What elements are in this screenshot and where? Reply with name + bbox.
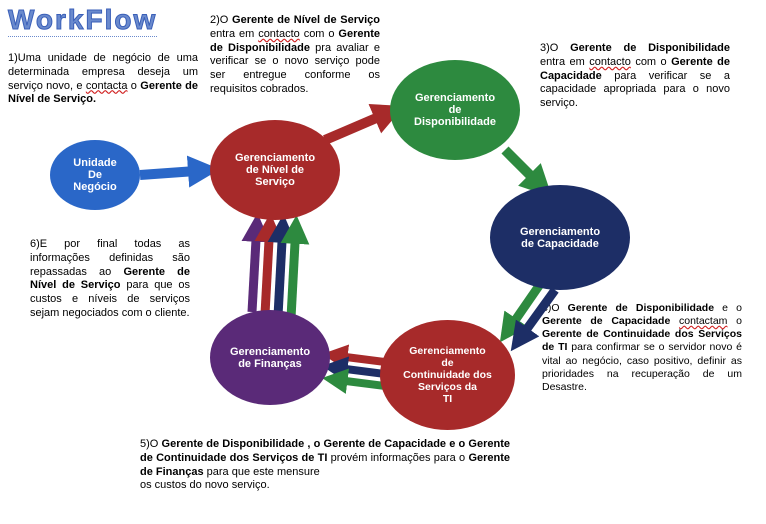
title-workflow: WorkFlow xyxy=(8,4,157,37)
step-5-text: 5)O Gerente de Disponibilidade , o Geren… xyxy=(140,438,510,493)
a-cap-cont-green xyxy=(505,280,543,335)
node-continuidade: GerenciamentodeContinuidade dosServiços … xyxy=(380,320,515,430)
a-fin-nivel-purple xyxy=(252,222,257,312)
a-nivel-disp xyxy=(325,110,395,140)
step-3-text: 3)O Gerente de Disponibilidade entra em … xyxy=(540,42,730,111)
a-cont-fin-blue xyxy=(330,367,385,374)
a-fin-nivel-green xyxy=(291,224,296,318)
diagram-stage: WorkFlow 1)Uma unidade de negócio de uma… xyxy=(0,0,766,524)
step-1-text: 1)Uma unidade de negócio de uma determin… xyxy=(8,52,198,107)
node-capacidade: Gerenciamentode Capacidade xyxy=(490,185,630,290)
a-fin-nivel-red xyxy=(265,222,270,314)
step-2-text: 2)O Gerente de Nível de Serviço entra em… xyxy=(210,14,380,97)
a-disp-cap xyxy=(505,150,545,190)
a-fin-nivel-blue xyxy=(278,223,283,316)
step-4-text: 4)O Gerente de Disponibilidade e o Geren… xyxy=(542,302,742,394)
node-nivel: Gerenciamentode Nível deServiço xyxy=(210,120,340,220)
a-cont-fin-red xyxy=(330,355,385,362)
a-unidade-nivel xyxy=(140,170,210,175)
node-financas: Gerenciamentode Finanças xyxy=(210,310,330,405)
node-unidade: UnidadeDeNegócio xyxy=(50,140,140,210)
a-cont-fin-green xyxy=(330,379,385,386)
step-6-text: 6)E por final todas as informações defin… xyxy=(30,238,190,321)
node-disponibilidade: GerenciamentodeDisponibilidade xyxy=(390,60,520,160)
